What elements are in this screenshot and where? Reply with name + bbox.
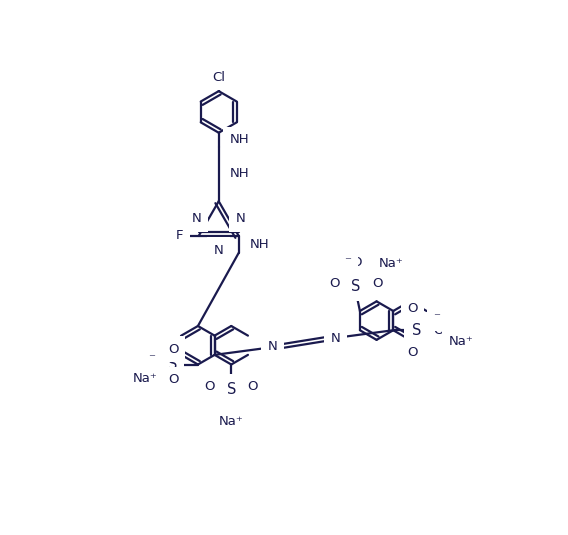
Text: S: S bbox=[227, 381, 236, 396]
Text: NH: NH bbox=[229, 167, 249, 180]
Text: Na⁺: Na⁺ bbox=[449, 334, 474, 348]
Text: N: N bbox=[268, 340, 277, 353]
Text: O: O bbox=[168, 373, 178, 386]
Text: N: N bbox=[214, 243, 224, 257]
Text: O: O bbox=[168, 342, 178, 356]
Text: Na⁺: Na⁺ bbox=[219, 415, 244, 428]
Text: S: S bbox=[168, 357, 177, 372]
Text: Cl: Cl bbox=[212, 71, 225, 84]
Text: O: O bbox=[248, 379, 258, 393]
Text: Na⁺: Na⁺ bbox=[132, 372, 157, 385]
Text: ⁻: ⁻ bbox=[344, 256, 352, 269]
Text: Na⁺: Na⁺ bbox=[379, 257, 404, 270]
Text: N: N bbox=[236, 212, 245, 225]
Text: S: S bbox=[412, 323, 421, 338]
Text: O: O bbox=[329, 277, 340, 290]
Text: NH: NH bbox=[229, 133, 249, 146]
Text: O: O bbox=[407, 346, 417, 358]
Text: ⁻: ⁻ bbox=[236, 406, 243, 419]
Text: O: O bbox=[351, 256, 361, 269]
Text: ⁻: ⁻ bbox=[433, 311, 440, 324]
Text: O: O bbox=[204, 379, 215, 393]
Text: F: F bbox=[176, 230, 183, 242]
Text: O: O bbox=[372, 277, 383, 290]
Text: ⁻: ⁻ bbox=[148, 352, 155, 365]
Text: O: O bbox=[144, 358, 155, 371]
Text: S: S bbox=[352, 279, 361, 294]
Text: O: O bbox=[407, 302, 417, 315]
Text: N: N bbox=[331, 332, 340, 346]
Text: NH: NH bbox=[249, 238, 269, 251]
Text: N: N bbox=[192, 212, 202, 225]
Text: O: O bbox=[433, 324, 444, 337]
Text: O: O bbox=[226, 406, 236, 419]
